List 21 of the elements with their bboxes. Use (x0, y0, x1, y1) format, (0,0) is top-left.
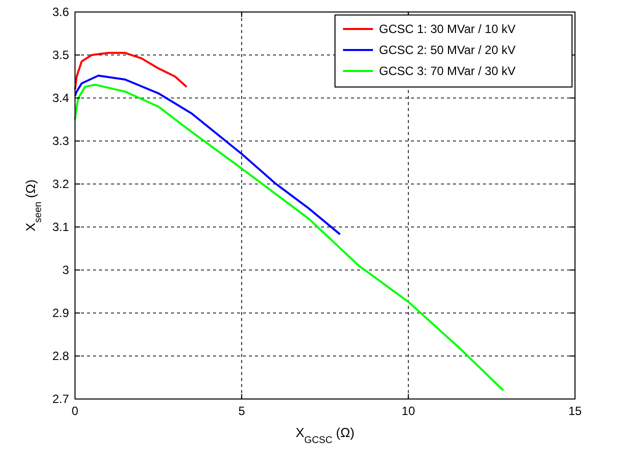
y-tick-label: 2.7 (52, 392, 70, 406)
legend-label: GCSC 3: 70 MVar / 30 kV (379, 64, 516, 78)
y-tick-label: 3.3 (52, 134, 70, 148)
x-axis-title: X$_{GCSC}$ (Ω) (296, 425, 354, 446)
y-tick-label: 3.4 (52, 91, 70, 105)
y-tick-label: 3.5 (52, 48, 70, 62)
x-tick-label: 5 (238, 404, 246, 418)
line-series (74, 52, 188, 90)
y-tick-label: 3.2 (52, 177, 70, 191)
y-tick-label: 2.9 (52, 306, 70, 320)
x-tick-label: 10 (402, 404, 416, 418)
y-tick-label: 3 (62, 263, 70, 277)
line-series (74, 74, 341, 236)
x-tick-label: 0 (72, 404, 79, 418)
legend-label: GCSC 1: 30 MVar / 10 kV (379, 22, 516, 36)
y-tick-label: 3.6 (52, 5, 70, 19)
y-tick-label: 2.8 (52, 349, 70, 363)
line-series (74, 84, 504, 392)
legend-label: GCSC 2: 50 MVar / 20 kV (379, 43, 516, 57)
y-tick-label: 3.1 (52, 220, 70, 234)
x-tick-label: 15 (568, 404, 582, 418)
